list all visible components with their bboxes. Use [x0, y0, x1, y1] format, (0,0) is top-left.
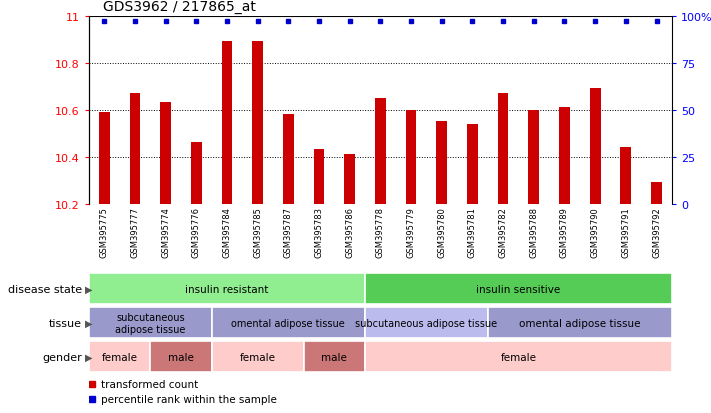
- Bar: [304, 341, 365, 373]
- Text: insulin sensitive: insulin sensitive: [476, 284, 560, 294]
- Text: male: male: [321, 352, 347, 362]
- Bar: [559, 108, 570, 204]
- Bar: [467, 124, 478, 204]
- Bar: [437, 122, 447, 204]
- Bar: [89, 341, 150, 373]
- Text: omental adipose tissue: omental adipose tissue: [232, 318, 346, 328]
- Text: GDS3962 / 217865_at: GDS3962 / 217865_at: [103, 0, 256, 14]
- Bar: [252, 42, 263, 204]
- Bar: [150, 341, 212, 373]
- Bar: [344, 155, 355, 204]
- Text: ▶: ▶: [85, 284, 93, 294]
- Text: subcutaneous adipose tissue: subcutaneous adipose tissue: [356, 318, 498, 328]
- Bar: [89, 273, 365, 305]
- Bar: [651, 183, 662, 204]
- Bar: [528, 110, 539, 204]
- Text: subcutaneous
adipose tissue: subcutaneous adipose tissue: [115, 312, 186, 334]
- Bar: [365, 341, 672, 373]
- Text: gender: gender: [42, 352, 82, 362]
- Text: male: male: [168, 352, 194, 362]
- Text: female: female: [240, 352, 276, 362]
- Bar: [222, 42, 232, 204]
- Text: disease state: disease state: [8, 284, 82, 294]
- Text: percentile rank within the sample: percentile rank within the sample: [100, 394, 277, 404]
- Text: tissue: tissue: [49, 318, 82, 328]
- Bar: [406, 110, 417, 204]
- Text: female: female: [501, 352, 537, 362]
- Bar: [590, 89, 601, 204]
- Bar: [375, 99, 386, 204]
- Text: female: female: [102, 352, 137, 362]
- Text: ▶: ▶: [85, 318, 93, 328]
- Bar: [365, 273, 672, 305]
- Bar: [212, 341, 304, 373]
- Bar: [212, 307, 365, 339]
- Bar: [314, 150, 324, 204]
- Bar: [488, 307, 672, 339]
- Text: transformed count: transformed count: [100, 379, 198, 389]
- Bar: [283, 115, 294, 204]
- Bar: [129, 94, 140, 204]
- Bar: [99, 113, 109, 204]
- Bar: [365, 307, 488, 339]
- Bar: [498, 94, 508, 204]
- Bar: [160, 103, 171, 204]
- Bar: [621, 148, 631, 204]
- Bar: [191, 143, 202, 204]
- Text: omental adipose tissue: omental adipose tissue: [519, 318, 641, 328]
- Text: ▶: ▶: [85, 352, 93, 362]
- Text: insulin resistant: insulin resistant: [186, 284, 269, 294]
- Bar: [89, 307, 212, 339]
